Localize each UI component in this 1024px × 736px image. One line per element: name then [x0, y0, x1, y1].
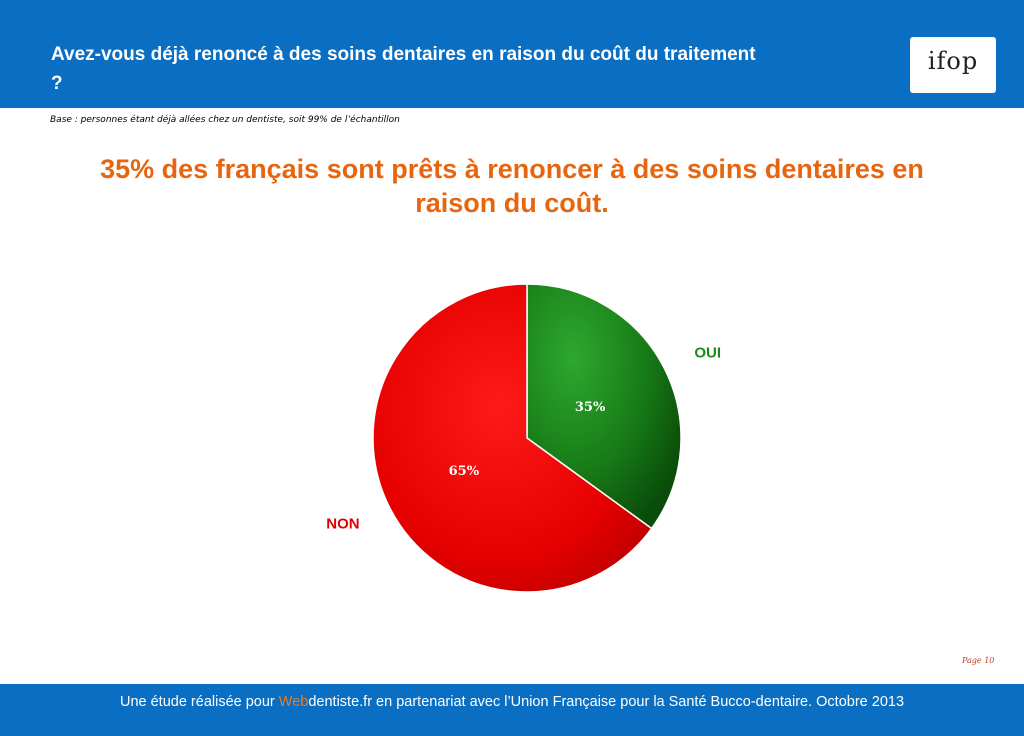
footer-web: Web [278, 694, 309, 710]
page-title: Avez-vous déjà renoncé à des soins denta… [51, 44, 756, 94]
page-number: Page 10 [962, 656, 995, 665]
pie-value-label-oui: 35% [575, 400, 606, 415]
header-bar: Avez-vous déjà renoncé à des soins denta… [0, 0, 1024, 108]
ifop-logo: ifop [910, 37, 996, 93]
pie-category-label-non: NON [326, 515, 359, 532]
footer-text: Une étude réalisée pour Webdentiste.fr e… [0, 694, 1024, 710]
footer-dentiste: dentiste.fr [308, 694, 373, 710]
base-note: Base : personnes étant déjà allées chez … [50, 115, 400, 125]
footer-prefix: Une étude réalisée pour [119, 694, 279, 710]
headline: 35% des français sont prêts à renoncer à… [100, 154, 924, 218]
footer-bar: Une étude réalisée pour Webdentiste.fr e… [0, 684, 1024, 736]
pie-value-label-non: 65% [449, 464, 480, 479]
logo-text: ifop [927, 47, 979, 75]
footer-suffix: en partenariat avec l’Union Française po… [372, 694, 905, 710]
pie-slice-oui [526, 283, 682, 530]
pie-slice-non [372, 283, 653, 593]
pie-category-label-oui: OUI [694, 345, 721, 362]
